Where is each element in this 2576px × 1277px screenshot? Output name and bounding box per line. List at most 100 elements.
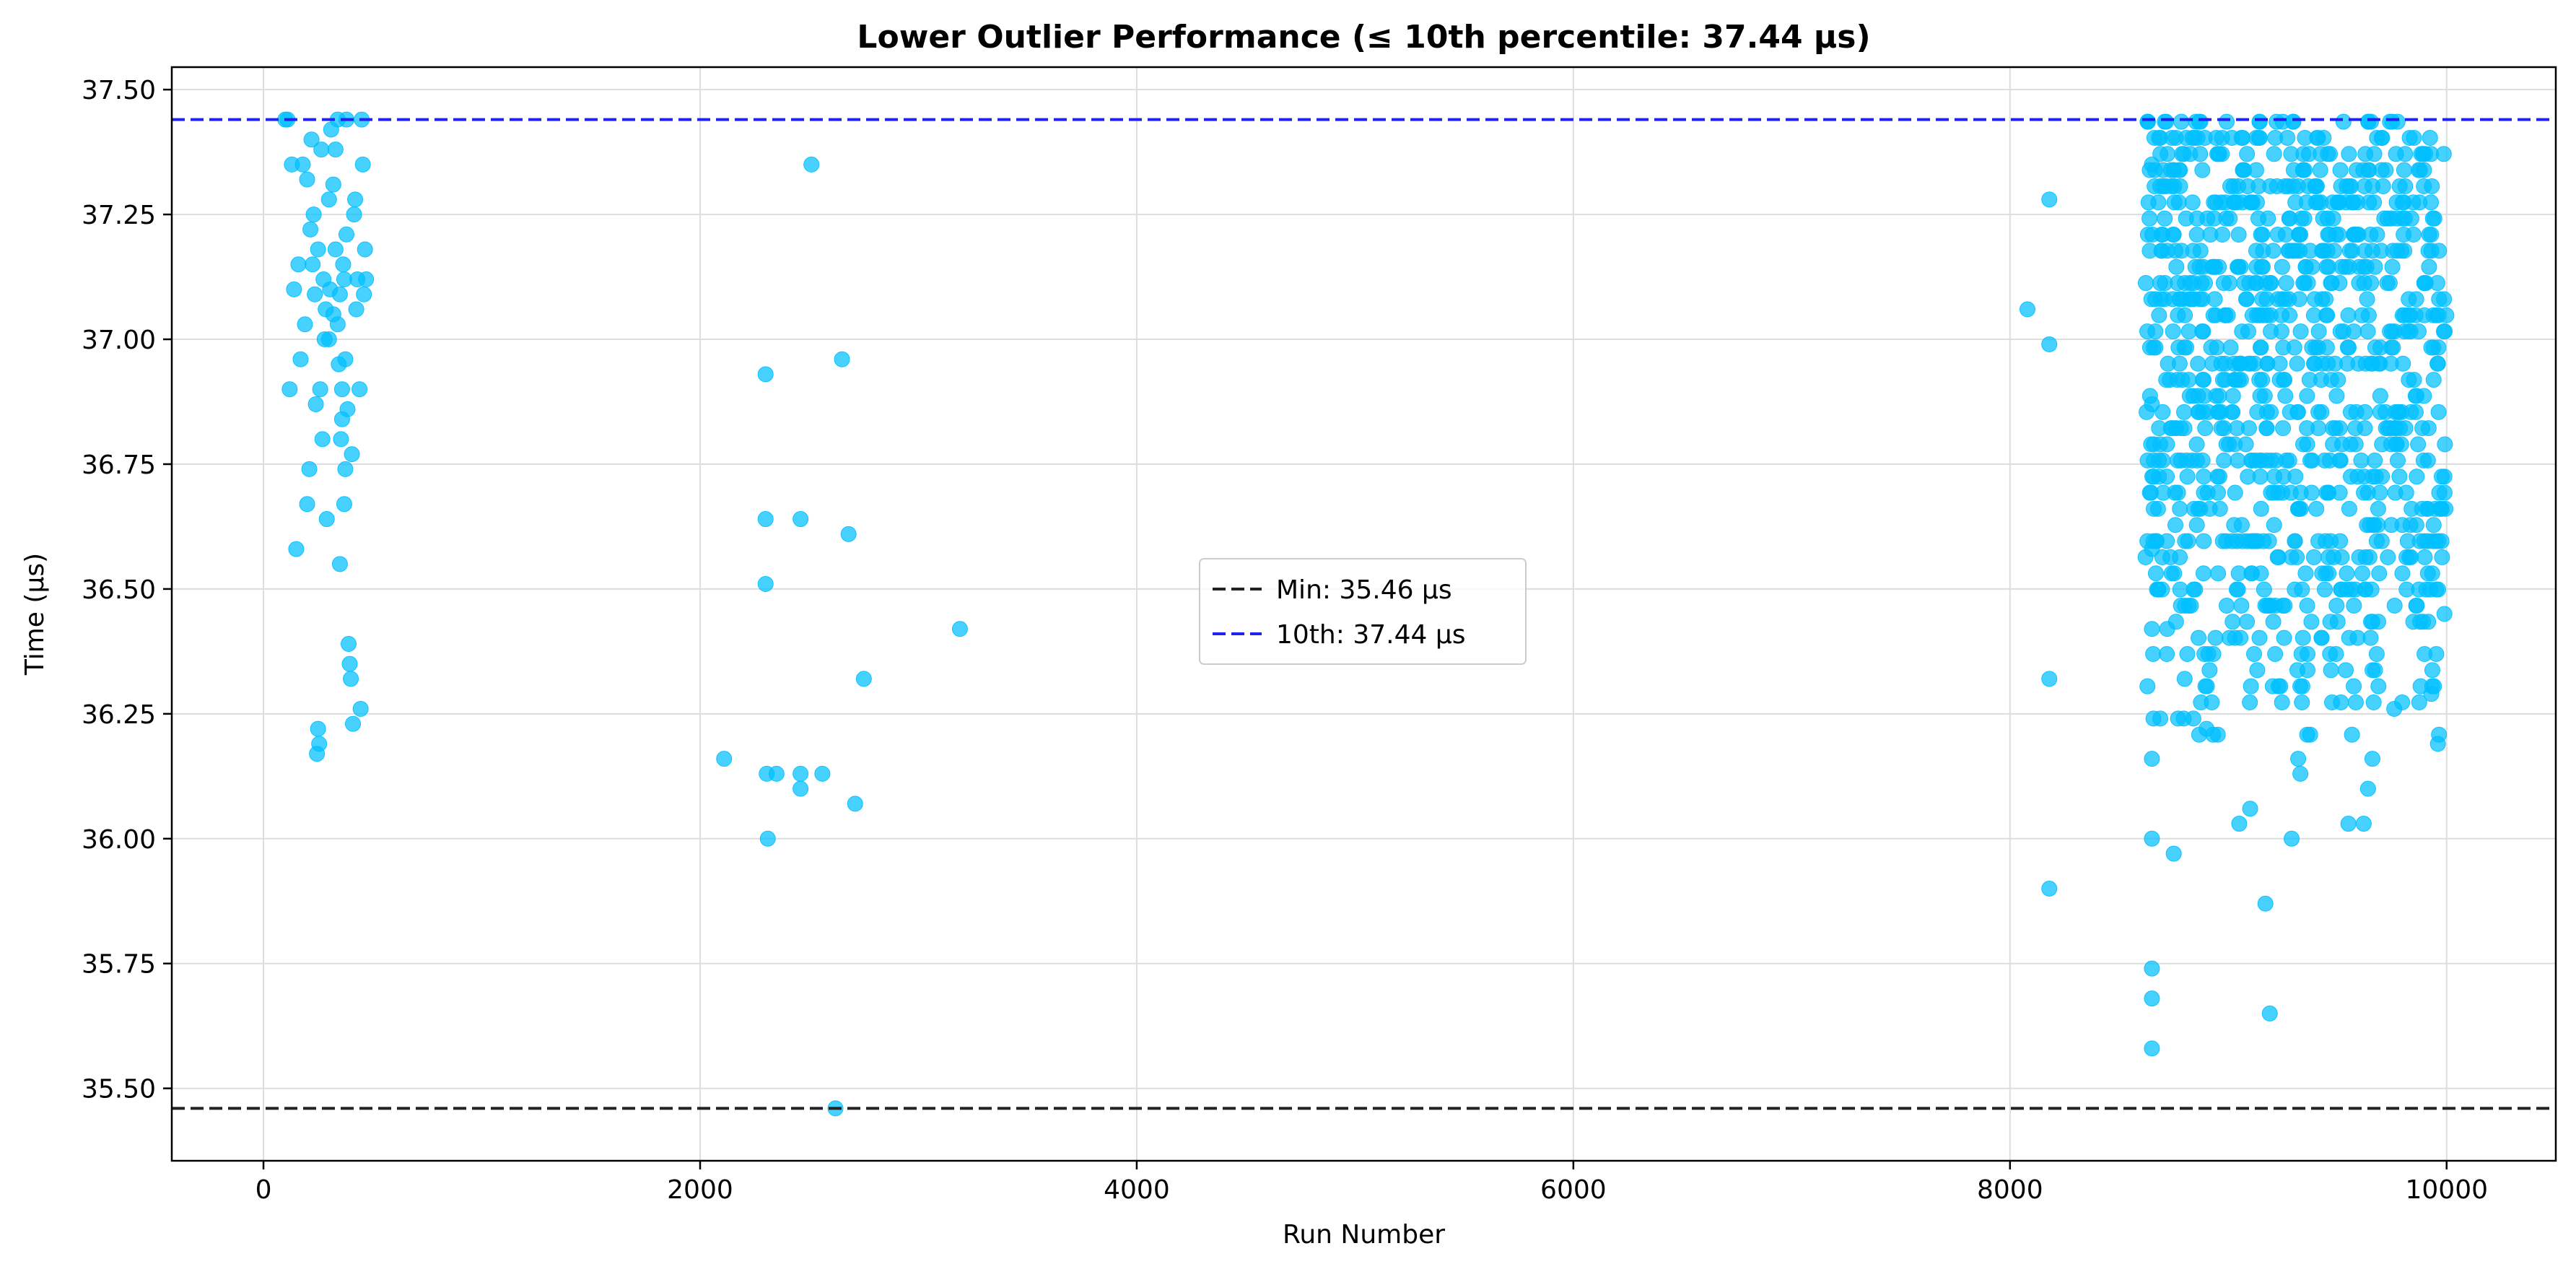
data-point <box>2231 816 2248 832</box>
data-point <box>2139 678 2156 694</box>
data-point <box>2230 178 2247 194</box>
data-point <box>2253 258 2270 275</box>
data-point <box>2375 178 2391 194</box>
data-point <box>2294 694 2310 711</box>
data-point <box>2385 339 2401 356</box>
data-point <box>325 176 341 193</box>
data-point <box>2248 243 2264 259</box>
data-points <box>277 111 2455 1117</box>
data-point <box>341 636 357 653</box>
data-point <box>2160 355 2176 372</box>
data-point <box>2292 765 2309 782</box>
data-point <box>840 526 857 542</box>
data-point <box>2202 227 2219 243</box>
data-point <box>2224 388 2241 404</box>
data-point <box>2144 621 2160 637</box>
data-point <box>2150 581 2167 598</box>
data-point <box>331 556 348 572</box>
data-point <box>2254 227 2271 243</box>
data-point <box>2318 565 2334 582</box>
data-point <box>314 431 331 448</box>
data-point <box>294 156 311 173</box>
data-point <box>2411 194 2428 211</box>
data-point <box>2159 468 2175 485</box>
data-point <box>2359 291 2375 308</box>
data-point <box>2424 178 2440 194</box>
data-point <box>311 736 328 752</box>
data-point <box>2405 614 2422 630</box>
data-point <box>2139 452 2156 468</box>
data-point <box>2168 258 2185 275</box>
data-point <box>2230 227 2247 243</box>
data-point <box>2318 339 2335 356</box>
data-point <box>2312 162 2328 178</box>
data-point <box>2229 194 2245 211</box>
data-point <box>2410 436 2427 453</box>
data-point <box>2214 372 2231 388</box>
data-point <box>2266 484 2282 501</box>
data-point <box>2197 420 2214 437</box>
data-point <box>2248 129 2265 146</box>
data-point <box>2283 146 2300 162</box>
data-point <box>2360 113 2377 130</box>
data-point <box>2216 452 2232 468</box>
data-point <box>2347 694 2364 711</box>
data-point <box>2411 694 2427 711</box>
y-tick-label: 37.00 <box>82 326 156 355</box>
data-point <box>2196 468 2212 485</box>
data-point <box>757 511 774 528</box>
data-point <box>338 226 354 243</box>
data-point <box>2310 323 2327 340</box>
data-point <box>2206 210 2222 227</box>
data-point <box>2267 129 2284 146</box>
data-point <box>2414 420 2431 437</box>
data-point <box>2154 404 2171 420</box>
data-point <box>2159 436 2175 453</box>
data-point <box>2362 629 2379 646</box>
data-point <box>2251 629 2268 646</box>
data-point <box>2386 420 2403 437</box>
data-point <box>2172 549 2188 565</box>
data-point <box>2253 339 2269 356</box>
data-point <box>297 316 313 333</box>
data-point <box>2413 146 2429 162</box>
data-point <box>2431 484 2448 501</box>
data-point <box>2349 162 2365 178</box>
data-point <box>2206 194 2222 211</box>
data-point <box>2251 113 2268 130</box>
data-point <box>759 830 776 847</box>
data-point <box>2416 549 2433 565</box>
data-point <box>2278 275 2295 292</box>
data-point <box>2332 162 2349 178</box>
data-point <box>2287 533 2303 549</box>
legend-entry: 10th: 37.44 µs <box>1276 620 1465 650</box>
data-point <box>2365 468 2381 485</box>
data-point <box>2172 500 2188 517</box>
data-point <box>290 256 307 273</box>
data-point <box>325 306 341 323</box>
data-point <box>2148 533 2165 549</box>
data-point <box>2204 355 2221 372</box>
data-point <box>2222 339 2239 356</box>
data-point <box>2152 710 2169 727</box>
data-point <box>2424 565 2440 582</box>
data-point <box>2145 500 2162 517</box>
data-point <box>2363 355 2380 372</box>
data-point <box>2167 243 2183 259</box>
data-point <box>2236 275 2253 292</box>
data-point <box>2408 291 2424 308</box>
data-point <box>2429 355 2446 372</box>
data-point <box>2209 484 2226 501</box>
data-point <box>2139 113 2156 130</box>
data-point <box>2295 629 2311 646</box>
data-point <box>2262 307 2279 323</box>
data-point <box>2176 339 2193 356</box>
data-point <box>2219 113 2235 130</box>
data-point <box>2196 484 2212 501</box>
data-point <box>2323 662 2339 679</box>
data-point <box>318 511 335 528</box>
data-point <box>2189 210 2206 227</box>
data-point <box>951 621 968 637</box>
data-point <box>2251 372 2268 388</box>
data-point <box>2144 1040 2160 1057</box>
